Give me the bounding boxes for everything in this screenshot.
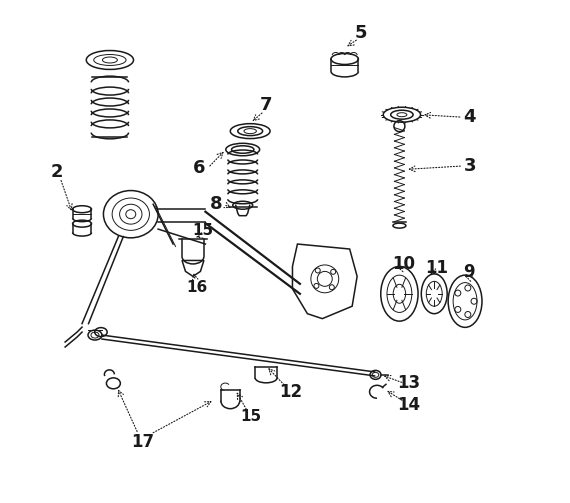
Text: 3: 3 (464, 157, 477, 175)
Text: 15: 15 (192, 223, 214, 237)
Text: 16: 16 (186, 280, 207, 295)
Text: 12: 12 (279, 383, 303, 401)
Text: 13: 13 (397, 374, 420, 392)
Text: 11: 11 (425, 259, 447, 277)
Text: 17: 17 (132, 433, 155, 451)
Text: 7: 7 (260, 96, 272, 114)
Text: 2: 2 (51, 163, 63, 181)
Text: 9: 9 (463, 264, 475, 281)
Text: 15: 15 (241, 409, 262, 424)
Text: 5: 5 (355, 24, 367, 42)
Text: 14: 14 (397, 396, 420, 413)
Text: 6: 6 (193, 159, 206, 177)
Text: 4: 4 (463, 108, 475, 126)
Text: 10: 10 (392, 255, 415, 273)
Text: 8: 8 (210, 195, 223, 213)
